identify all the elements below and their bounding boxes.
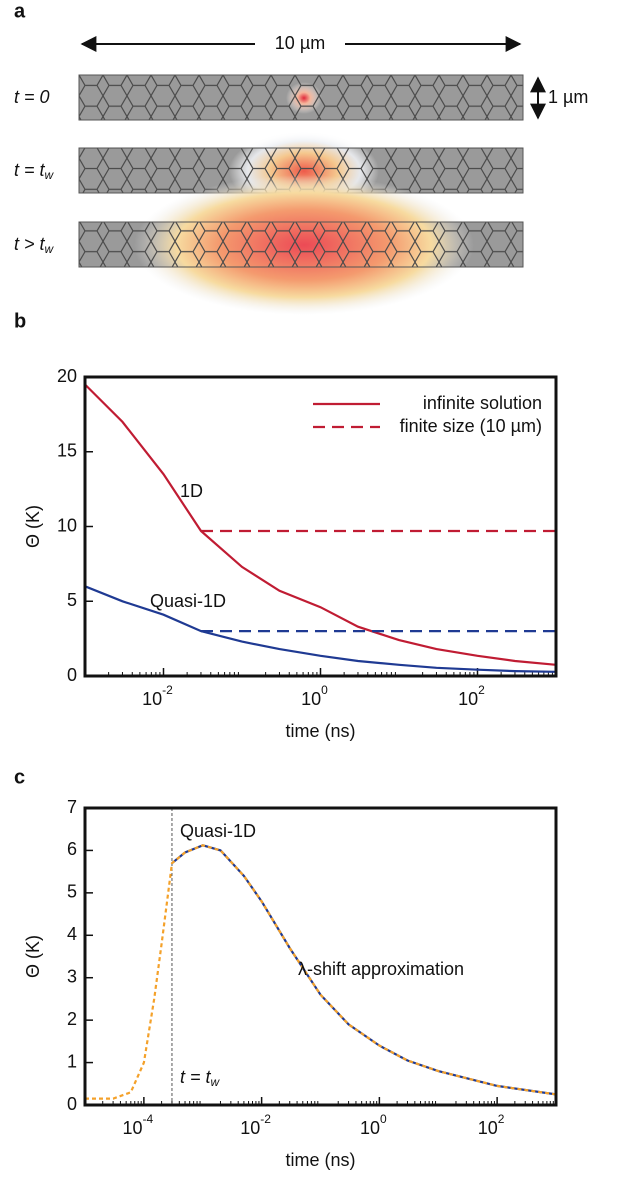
- x-tick-base: 10: [360, 1118, 380, 1138]
- y-tick-label: 1: [67, 1051, 77, 1071]
- panel-label: c: [14, 766, 25, 788]
- x-tick-label: 10-2: [240, 1112, 271, 1138]
- row-label: t = 0: [14, 87, 50, 107]
- y-tick-label: 15: [57, 441, 77, 461]
- x-tick-base: 10: [458, 689, 478, 709]
- x-tick-label: 100: [301, 683, 328, 709]
- plot-frame: [83, 375, 558, 678]
- y-tick-label: 20: [57, 366, 77, 386]
- width-label: 1 µm: [548, 87, 588, 107]
- row-label-main: t = t: [14, 160, 46, 180]
- plot-frame: [83, 806, 558, 1107]
- y-tick-label: 0: [67, 1094, 77, 1114]
- y-tick-label: 7: [67, 797, 77, 817]
- x-tick-exp: -4: [143, 1112, 154, 1126]
- y-tick-label: 5: [67, 882, 77, 902]
- strip: [78, 74, 524, 121]
- x-tick-exp: -2: [162, 683, 173, 697]
- y-axis-label: Θ (K): [23, 505, 43, 548]
- y-tick-label: 3: [67, 966, 77, 986]
- x-axis-label: time (ns): [285, 721, 355, 741]
- strip: [78, 131, 524, 211]
- annotation: Quasi-1D: [150, 591, 226, 611]
- reference-label: t = tw: [180, 1067, 221, 1089]
- y-tick-label: 4: [67, 924, 77, 944]
- series-line: [85, 844, 556, 1100]
- legend-label: finite size (10 µm): [400, 416, 542, 436]
- x-tick-label: 10-2: [142, 683, 173, 709]
- row-label-main: t > t: [14, 234, 46, 254]
- x-tick-label: 102: [478, 1112, 505, 1138]
- x-tick-label: 10-4: [123, 1112, 154, 1138]
- series-line: [85, 585, 556, 673]
- annotation: 1D: [180, 481, 203, 501]
- y-tick-label: 0: [67, 665, 77, 685]
- y-tick-label: 10: [57, 515, 77, 535]
- x-tick-base: 10: [240, 1118, 260, 1138]
- panel-label: b: [14, 310, 26, 332]
- x-tick-exp: 2: [478, 683, 485, 697]
- annotation: Quasi-1D: [180, 821, 256, 841]
- reference-label-sub: w: [210, 1075, 220, 1089]
- annotation: λ-shift approximation: [298, 959, 464, 979]
- x-tick-exp: 0: [380, 1112, 387, 1126]
- x-tick-exp: -2: [260, 1112, 271, 1126]
- x-tick-exp: 2: [498, 1112, 505, 1126]
- x-axis-label: time (ns): [285, 1150, 355, 1170]
- reference-label-main: t = t: [180, 1067, 212, 1087]
- x-tick-label: 100: [360, 1112, 387, 1138]
- y-tick-label: 2: [67, 1009, 77, 1029]
- row-label: t > tw: [14, 234, 55, 256]
- y-tick-label: 6: [67, 839, 77, 859]
- x-tick-base: 10: [142, 689, 162, 709]
- row-label-sub: w: [45, 242, 55, 256]
- panel-label: a: [14, 0, 26, 22]
- x-tick-exp: 0: [321, 683, 328, 697]
- series-line: [85, 383, 556, 666]
- strip: [78, 175, 524, 315]
- y-tick-label: 5: [67, 590, 77, 610]
- row-label-main: t = 0: [14, 87, 50, 107]
- x-tick-base: 10: [478, 1118, 498, 1138]
- x-tick-label: 102: [458, 683, 485, 709]
- row-label-sub: w: [45, 168, 55, 182]
- row-label: t = tw: [14, 160, 55, 182]
- length-label: 10 µm: [275, 33, 325, 53]
- legend-label: infinite solution: [423, 393, 542, 413]
- y-axis-label: Θ (K): [23, 935, 43, 978]
- x-tick-base: 10: [301, 689, 321, 709]
- x-tick-base: 10: [123, 1118, 143, 1138]
